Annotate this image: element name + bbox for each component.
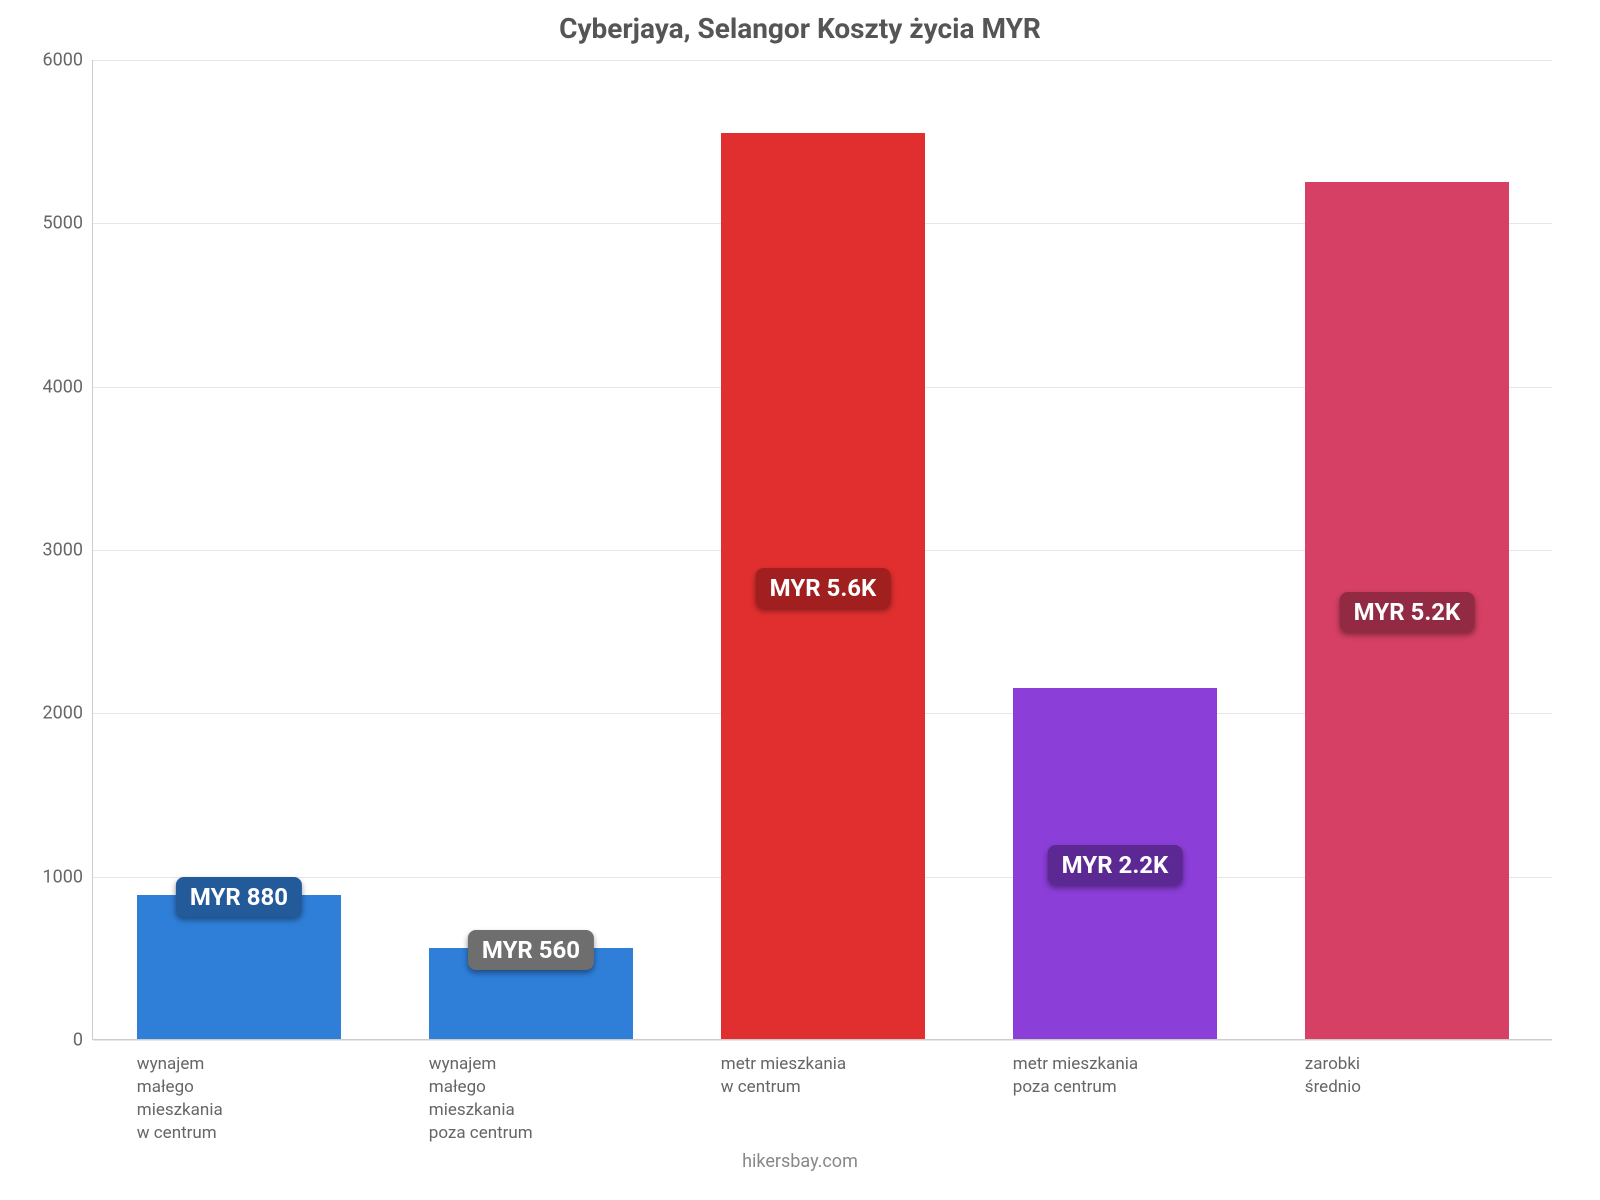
bar-value-label: MYR 5.2K: [1340, 592, 1475, 632]
y-tick-label: 4000: [43, 376, 93, 397]
chart-title: Cyberjaya, Selangor Koszty życia MYR: [0, 0, 1600, 45]
gridline: [93, 60, 1552, 61]
y-tick-label: 6000: [43, 50, 93, 71]
x-tick-label: metr mieszkania poza centrum: [1013, 1039, 1217, 1099]
x-tick-label: metr mieszkania w centrum: [721, 1039, 925, 1099]
bar-value-label: MYR 2.2K: [1048, 845, 1183, 885]
y-tick-label: 3000: [43, 540, 93, 561]
y-tick-label: 1000: [43, 866, 93, 887]
y-tick-label: 0: [73, 1030, 93, 1051]
bar-value-label: MYR 5.6K: [756, 568, 891, 608]
x-tick-label: zarobki średnio: [1305, 1039, 1509, 1099]
bar: MYR 560: [429, 948, 633, 1039]
chart-footer: hikersbay.com: [0, 1151, 1600, 1172]
plot-area: 0100020003000400050006000MYR 880wynajem …: [92, 60, 1552, 1040]
bar-value-label: MYR 880: [176, 877, 302, 917]
bar: MYR 5.2K: [1305, 182, 1509, 1040]
bar-value-label: MYR 560: [468, 930, 594, 970]
x-tick-label: wynajem małego mieszkania w centrum: [137, 1039, 341, 1145]
chart-container: Cyberjaya, Selangor Koszty życia MYR 010…: [0, 0, 1600, 1200]
bar: MYR 2.2K: [1013, 688, 1217, 1039]
bar: MYR 880: [137, 895, 341, 1039]
x-tick-label: wynajem małego mieszkania poza centrum: [429, 1039, 633, 1145]
y-tick-label: 5000: [43, 213, 93, 234]
bar: MYR 5.6K: [721, 133, 925, 1040]
y-tick-label: 2000: [43, 703, 93, 724]
